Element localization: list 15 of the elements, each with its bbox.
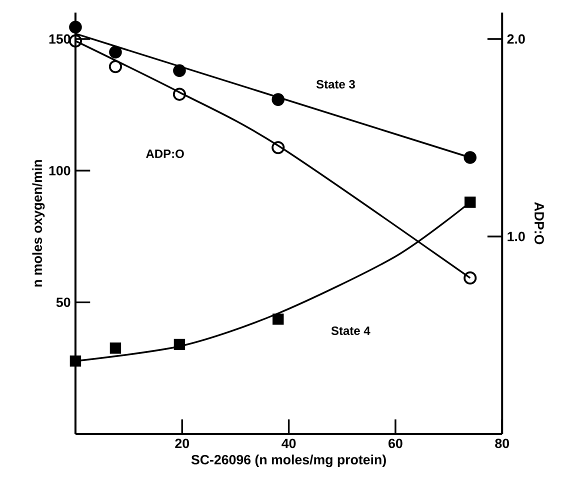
- x-axis-title: SC-26096 (n moles/mg protein): [191, 454, 386, 468]
- y-tick-label: 150: [49, 34, 70, 44]
- y-axis-title: n moles oxygen/min: [32, 160, 45, 287]
- y-tick-label: 100: [49, 166, 70, 176]
- annotation: State 4: [331, 326, 370, 336]
- x-tick-label: 20: [175, 438, 190, 448]
- x-tick-label: 60: [388, 438, 402, 448]
- annotation: ADP:O: [146, 150, 184, 158]
- y2-axis-title: ADP:O: [534, 202, 544, 244]
- y2-tick-label: 1.0: [508, 232, 525, 242]
- annotation: State 3: [316, 80, 355, 89]
- x-tick-label: 80: [495, 438, 510, 448]
- y-tick-label: 50: [56, 298, 70, 308]
- y2-tick-label: 2.0: [507, 34, 525, 44]
- x-tick-label: 40: [282, 438, 296, 448]
